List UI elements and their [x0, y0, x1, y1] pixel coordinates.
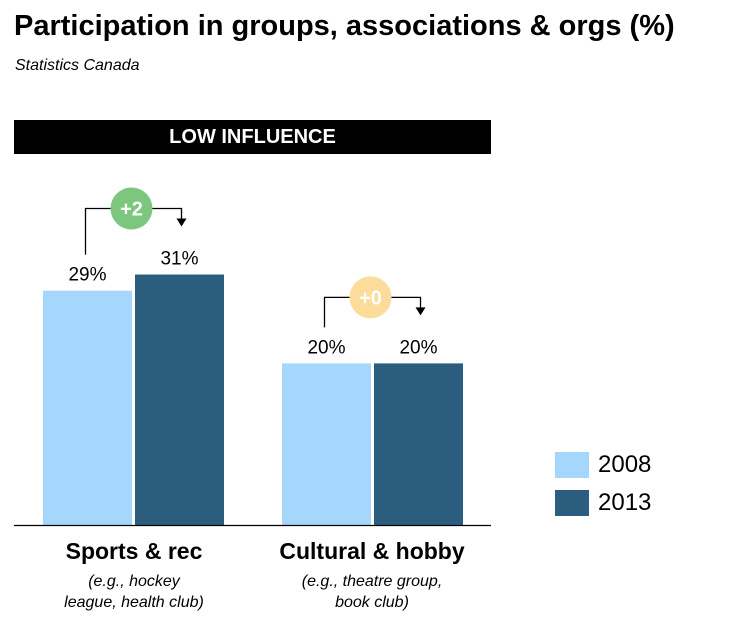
bar-value-label: 31% — [160, 249, 198, 270]
note-line: league, health club) — [64, 594, 204, 611]
bar — [135, 274, 224, 525]
note-line: (e.g., hockey — [88, 573, 180, 590]
category-label-sports: Sports & rec — [65, 538, 203, 564]
bar — [43, 290, 132, 525]
bar — [374, 363, 463, 525]
change-badge — [349, 276, 392, 319]
category-note-sports: (e.g., hockey league, health club) — [14, 571, 254, 613]
bar-value-label: 20% — [307, 337, 345, 358]
category-cultural: Cultural & hobby (e.g., theatre group, b… — [252, 538, 492, 613]
legend-swatch-2008 — [555, 452, 589, 478]
bar — [282, 363, 371, 525]
source-note: Statistics Canada — [15, 57, 140, 74]
change-arrowhead — [415, 307, 426, 316]
change-arrowhead — [176, 218, 187, 227]
bar-value-label: 20% — [399, 337, 437, 358]
category-note-cultural: (e.g., theatre group, book club) — [252, 571, 492, 613]
section-banner: LOW INFLUENCE — [14, 120, 491, 154]
note-line: (e.g., theatre group, — [301, 573, 443, 590]
legend-item-2013: 2013 — [555, 484, 651, 522]
note-line: book club) — [335, 594, 409, 611]
category-label-cultural: Cultural & hobby — [279, 538, 465, 564]
change-badge-label: +0 — [359, 287, 382, 309]
change-badge — [110, 187, 153, 230]
legend-label-2013: 2013 — [598, 489, 652, 516]
legend-item-2008: 2008 — [555, 446, 651, 484]
chart-title: Participation in groups, associations & … — [14, 10, 675, 42]
bar-value-label: 29% — [68, 265, 106, 286]
legend-swatch-2013 — [555, 490, 589, 516]
category-sports: Sports & rec (e.g., hockey league, healt… — [14, 538, 254, 613]
change-badge-label: +2 — [120, 199, 143, 221]
legend-label-2008: 2008 — [598, 451, 652, 478]
legend: 2008 2013 — [555, 446, 651, 522]
banner-label: LOW INFLUENCE — [169, 125, 336, 148]
